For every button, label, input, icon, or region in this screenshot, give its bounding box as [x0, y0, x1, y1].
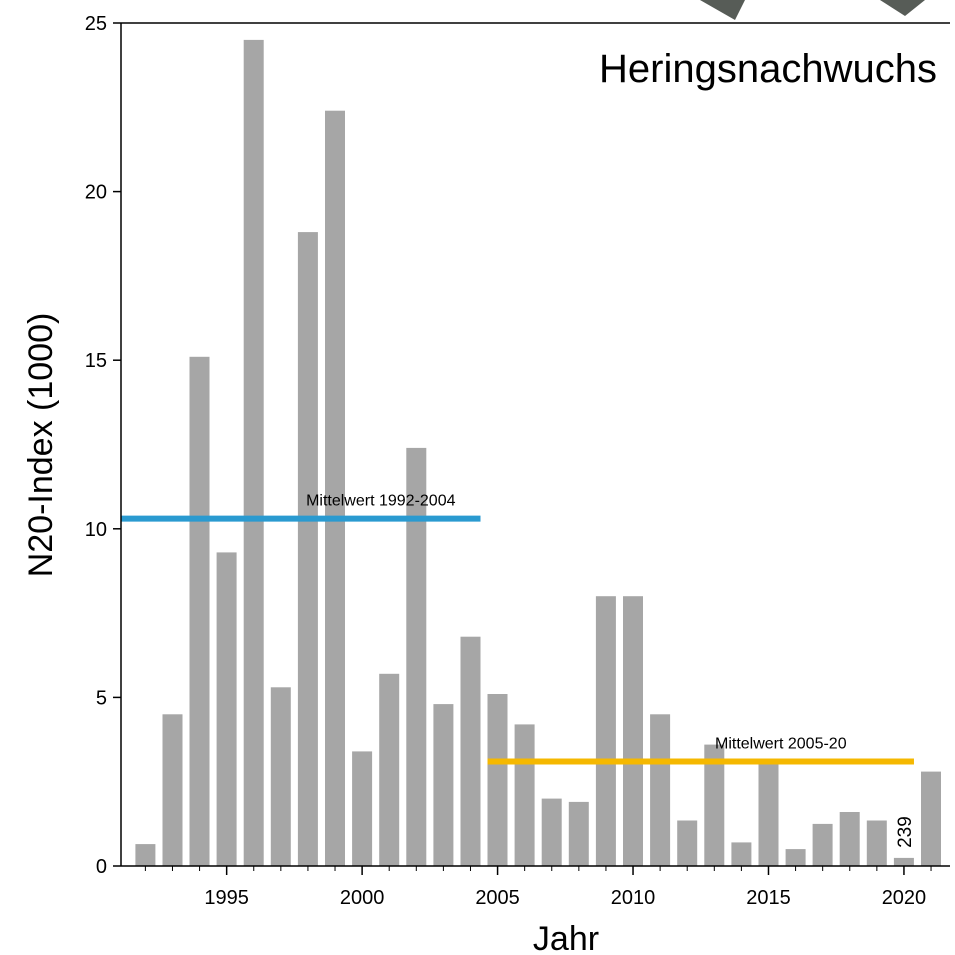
bar-1992 [135, 844, 156, 866]
x-tick-label-2005: 2005 [475, 887, 520, 909]
x-tick-label-2020: 2020 [882, 887, 927, 909]
bar-2006 [514, 724, 535, 866]
bar-1998 [297, 232, 318, 867]
y-axis-label: N20-Index (1000) [22, 313, 60, 578]
bar-2011 [650, 714, 671, 866]
bar-2002 [406, 447, 427, 866]
y-tick-label-0: 0 [96, 856, 107, 878]
bar-1994 [189, 356, 210, 866]
y-axis-ticks: 0 5 10 15 20 25 [85, 13, 121, 878]
x-tick-label-1995: 1995 [204, 887, 249, 909]
bar-2003 [433, 704, 454, 866]
bar-2014 [731, 842, 752, 866]
y-tick-label-25: 25 [85, 13, 107, 35]
bar-1993 [162, 714, 183, 866]
x-tick-label-2000: 2000 [340, 887, 385, 909]
x-axis-ticks: 1995 2000 2005 2010 2015 2020 [144, 866, 932, 909]
reference-line-label-2005-20: Mittelwert 2005-20 [715, 736, 847, 753]
bar-2019 [866, 820, 887, 866]
bar-1996 [243, 39, 264, 866]
bar-2015 [758, 761, 779, 866]
y-tick-label-5: 5 [96, 687, 107, 709]
decorative-fish-fragment [700, 0, 745, 20]
bar-1997 [270, 687, 291, 866]
bar-2016 [785, 849, 806, 866]
bar-2004 [460, 636, 481, 866]
bar-2017 [812, 823, 833, 866]
reference-lines-group [121, 515, 914, 765]
bar-2000 [352, 751, 373, 866]
bar-2001 [379, 673, 400, 866]
y-tick-label-15: 15 [85, 350, 107, 372]
x-axis-label: Jahr [533, 920, 599, 955]
bar-2005 [487, 694, 508, 866]
bar-2020 [893, 857, 914, 866]
bars-group [135, 39, 941, 867]
bar-1999 [325, 110, 345, 866]
x-tick-label-2010: 2010 [611, 887, 656, 909]
bar-2021 [921, 771, 941, 866]
chart-title: Heringsnachwuchs [599, 47, 937, 91]
bar-2012 [677, 820, 698, 866]
bar-2013 [704, 744, 725, 866]
y-tick-label-20: 20 [85, 182, 107, 204]
bar-2010 [623, 596, 643, 866]
y-tick-label-10: 10 [85, 519, 107, 541]
bar-1995 [216, 552, 237, 866]
bar-2007 [541, 798, 562, 866]
bar-2009 [595, 596, 616, 866]
bar-2018 [839, 812, 860, 866]
reference-line-label-1992-2004: Mittelwert 1992-2004 [306, 493, 456, 510]
bar-annotation-2020: 239 [895, 816, 916, 848]
decorative-fish-fragment-2 [880, 0, 925, 16]
x-tick-label-2015: 2015 [746, 887, 791, 909]
bar-2008 [568, 801, 589, 866]
